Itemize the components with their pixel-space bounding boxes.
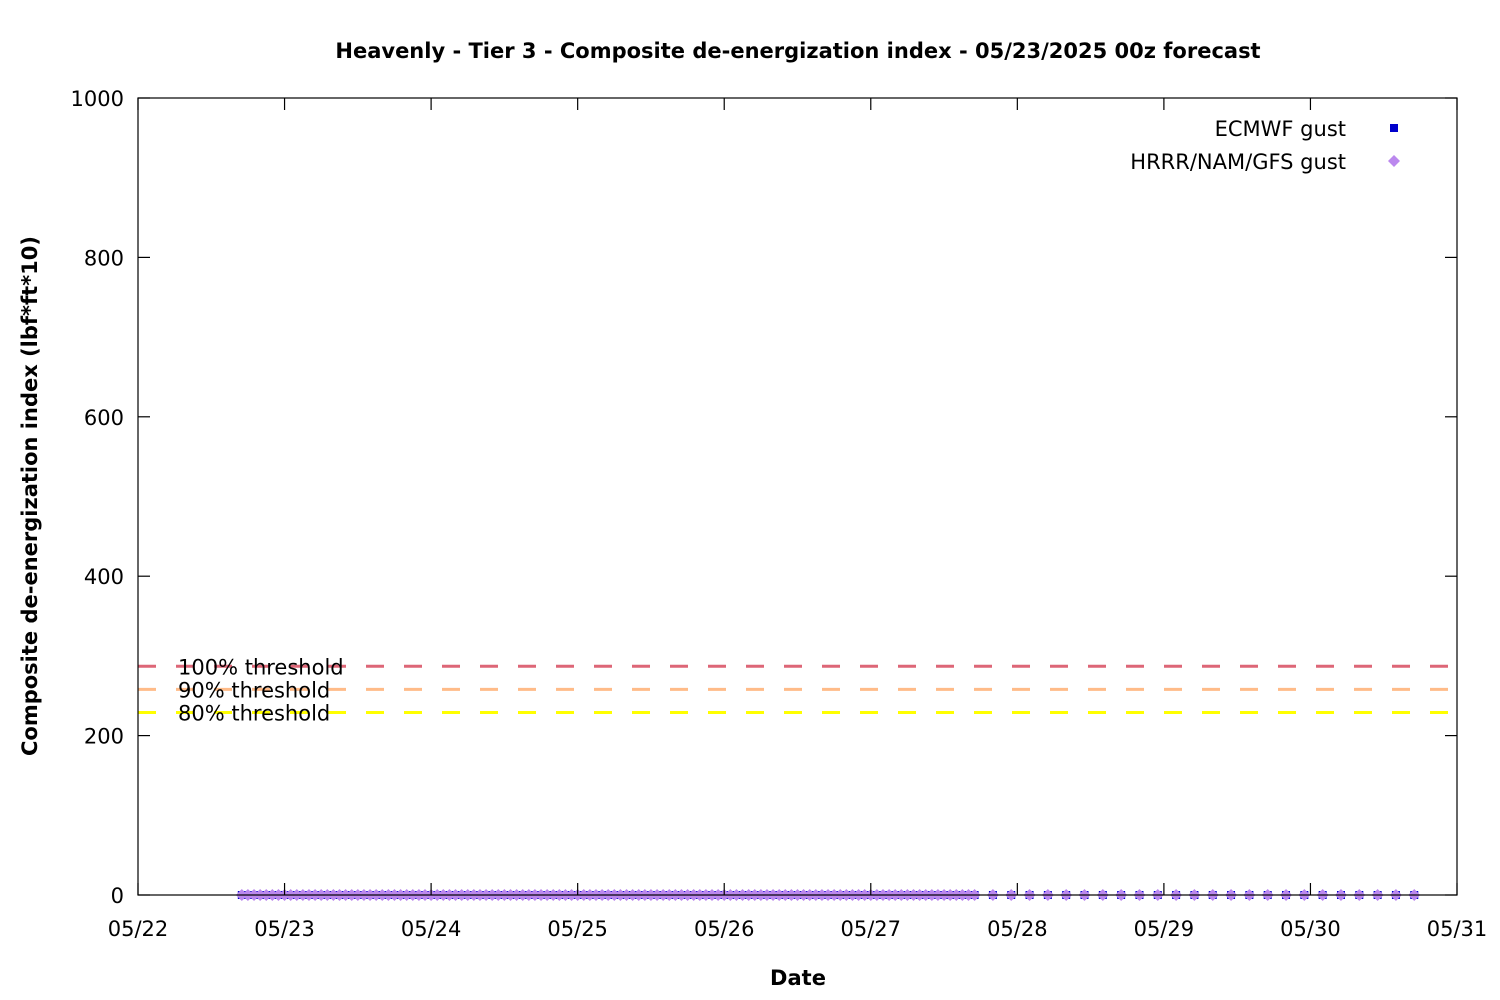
threshold-label: 90% threshold — [178, 678, 330, 702]
x-axis-label: Date — [770, 966, 826, 990]
threshold-label: 100% threshold — [178, 655, 344, 679]
y-axis: 0 200 400 600 800 1000 — [71, 87, 1457, 908]
x-tick-label: 05/25 — [547, 917, 608, 941]
x-tick-label: 05/31 — [1427, 917, 1488, 941]
y-tick-label: 0 — [111, 884, 124, 908]
plot-frame — [137, 97, 1458, 896]
x-tick-label: 05/24 — [401, 917, 462, 941]
x-axis: 05/22 05/23 05/24 05/25 05/26 05/27 05/28 05/29… — [108, 98, 1488, 941]
x-tick-label: 05/26 — [694, 917, 755, 941]
threshold-label: 80% threshold — [178, 701, 330, 725]
x-tick-label: 05/28 — [987, 917, 1048, 941]
chart-title: Heavenly - Tier 3 - Composite de-energiz… — [335, 39, 1260, 63]
y-tick-label: 1000 — [71, 87, 124, 111]
y-tick-label: 800 — [84, 246, 124, 270]
legend: ECMWF gust HRRR/NAM/GFS gust — [1130, 117, 1400, 174]
x-tick-label: 05/22 — [108, 917, 169, 941]
legend-marker — [1388, 155, 1400, 167]
y-tick-label: 600 — [84, 406, 124, 430]
y-tick-label: 400 — [84, 565, 124, 589]
x-tick-label: 05/23 — [254, 917, 315, 941]
y-tick-label: 200 — [84, 725, 124, 749]
x-tick-label: 05/29 — [1134, 917, 1195, 941]
legend-marker — [1390, 124, 1398, 132]
y-axis-label: Composite de-energization index (lbf*ft*… — [18, 236, 42, 756]
legend-entry-label: ECMWF gust — [1215, 117, 1346, 141]
legend-entry-label: HRRR/NAM/GFS gust — [1130, 150, 1346, 174]
x-tick-label: 05/30 — [1280, 917, 1341, 941]
x-tick-label: 05/27 — [841, 917, 902, 941]
